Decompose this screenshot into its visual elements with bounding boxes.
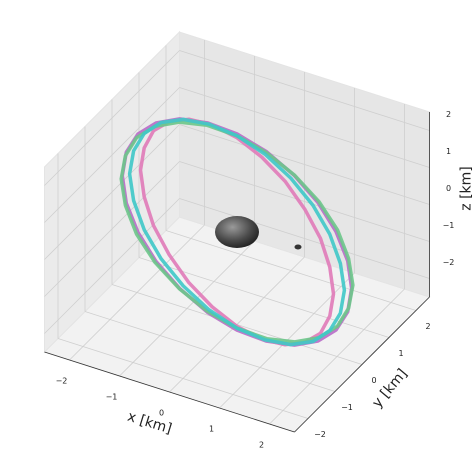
z-tick-label: 1 bbox=[446, 147, 451, 156]
grid-line bbox=[179, 161, 430, 242]
grid-line bbox=[179, 124, 430, 205]
grid-line bbox=[179, 50, 430, 131]
y-axis-label: y [km] bbox=[369, 366, 410, 411]
grid-line bbox=[44, 161, 180, 297]
grid-line bbox=[84, 311, 336, 392]
grid-line bbox=[179, 87, 430, 168]
trajectories bbox=[119, 117, 355, 347]
grid-line bbox=[44, 50, 180, 186]
grid-line bbox=[44, 87, 180, 223]
x-tick-label: 2 bbox=[259, 441, 264, 450]
trajectory bbox=[119, 120, 355, 344]
grid-line bbox=[179, 198, 430, 279]
grid-line bbox=[44, 198, 180, 334]
asteroid bbox=[215, 216, 259, 248]
x-tick-label: −2 bbox=[56, 377, 68, 386]
z-tick-label: 2 bbox=[446, 110, 451, 119]
x-tick-label: 0 bbox=[159, 409, 164, 418]
z-tick-label: 0 bbox=[446, 184, 451, 193]
z-tick-label: −1 bbox=[443, 221, 455, 230]
moonlet bbox=[294, 244, 302, 250]
y-tick-label: −1 bbox=[341, 403, 353, 412]
y-tick-label: 1 bbox=[398, 349, 403, 358]
y-tick-label: 2 bbox=[425, 322, 430, 331]
z-tick-label: −2 bbox=[443, 258, 455, 267]
grid-line bbox=[57, 338, 309, 419]
x-tick-label: −1 bbox=[106, 393, 118, 402]
x-tick-label: 1 bbox=[209, 425, 214, 434]
asteroid bbox=[215, 216, 302, 250]
grid-line bbox=[165, 230, 417, 311]
trajectory bbox=[127, 117, 347, 347]
axis-line bbox=[44, 351, 295, 433]
z-axis-label: z [km] bbox=[459, 166, 474, 210]
x-axis-label: x [km] bbox=[125, 409, 173, 438]
y-tick-label: −2 bbox=[314, 430, 326, 439]
axis-line bbox=[294, 296, 430, 433]
grid-line bbox=[44, 124, 180, 260]
y-tick-label: 0 bbox=[371, 376, 376, 385]
